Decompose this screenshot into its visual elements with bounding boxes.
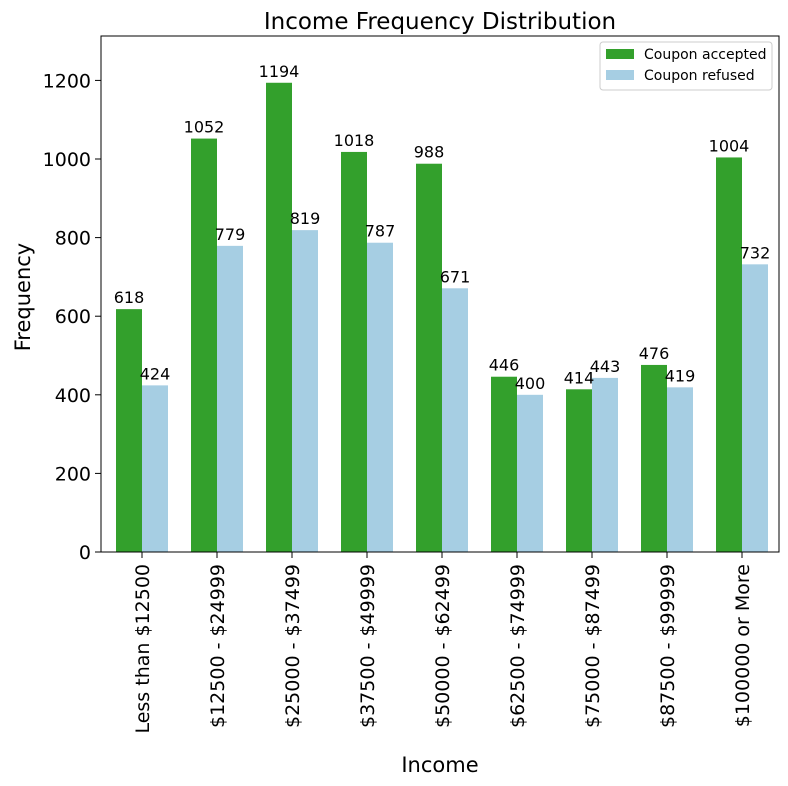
x-tick-label: $50000 - $62499 (432, 564, 454, 728)
x-axis: Less than $12500 $12500 - $24999 $25000 - … (132, 552, 754, 734)
y-tick-label: 200 (55, 463, 91, 485)
y-tick-label: 1000 (43, 149, 91, 171)
bar-refused-2 (292, 230, 318, 552)
bar-accepted-7 (641, 364, 667, 552)
data-label-refused-6: 443 (590, 357, 621, 376)
chart-title: Income Frequency Distribution (264, 9, 616, 35)
data-label-refused-2: 819 (290, 209, 321, 228)
bar-refused-7 (667, 387, 693, 552)
legend-swatch-refused (606, 70, 634, 80)
x-tick-label: $100000 or More (732, 564, 754, 727)
bar-accepted-8 (716, 157, 742, 552)
bar-refused-0 (142, 385, 168, 552)
x-tick-label: Less than $12500 (132, 564, 154, 734)
bar-refused-1 (217, 245, 243, 552)
data-label-refused-5: 400 (515, 374, 546, 393)
y-axis-label: Frequency (11, 243, 35, 352)
data-label-refused-0: 424 (140, 364, 171, 383)
x-tick-label: $62500 - $74999 (507, 564, 529, 728)
y-tick-label: 0 (79, 542, 91, 564)
x-tick-label: $12500 - $24999 (207, 564, 229, 728)
bar-refused-6 (592, 377, 618, 552)
data-label-accepted-0: 618 (114, 288, 145, 307)
bar-accepted-2 (266, 82, 292, 553)
bar-accepted-4 (416, 163, 442, 552)
legend-swatch-accepted (606, 49, 634, 59)
y-tick-label: 1200 (43, 70, 91, 92)
data-label-accepted-6: 414 (564, 368, 595, 387)
data-label-refused-1: 779 (215, 225, 246, 244)
y-tick-label: 600 (55, 306, 91, 328)
bar-accepted-3 (341, 151, 367, 552)
bar-refused-4 (442, 288, 468, 552)
x-axis-label: Income (401, 753, 478, 777)
data-label-accepted-5: 446 (489, 356, 520, 375)
data-label-accepted-3: 1018 (334, 131, 375, 150)
data-label-refused-7: 419 (665, 366, 696, 385)
legend-label-refused: Coupon refused (644, 68, 755, 84)
data-label-accepted-1: 1052 (184, 118, 225, 137)
bar-refused-8 (742, 264, 768, 552)
legend: Coupon accepted Coupon refused (599, 41, 773, 91)
x-tick-label: $37500 - $49999 (357, 564, 379, 728)
legend-label-accepted: Coupon accepted (644, 47, 766, 63)
data-label-accepted-7: 476 (639, 344, 670, 363)
y-axis: 0 200 400 600 800 1000 1200 (43, 70, 101, 564)
bar-accepted-0 (116, 309, 142, 552)
bar-accepted-6 (566, 389, 592, 552)
data-label-refused-8: 732 (740, 243, 771, 262)
data-label-refused-4: 671 (440, 267, 471, 286)
plot-area-frame (100, 35, 780, 553)
bar-refused-3 (367, 242, 393, 552)
x-tick-label: $87500 - $99999 (657, 564, 679, 728)
bar-accepted-5 (491, 376, 517, 552)
bars-layer (116, 82, 768, 553)
x-tick-label: $75000 - $87499 (582, 564, 604, 728)
y-tick-label: 400 (55, 385, 91, 407)
x-tick-label: $25000 - $37499 (282, 564, 304, 728)
data-label-accepted-2: 1194 (259, 62, 300, 81)
data-label-accepted-4: 988 (414, 143, 445, 162)
bar-accepted-1 (191, 138, 217, 552)
data-label-refused-3: 787 (365, 222, 396, 241)
legend-box (599, 41, 773, 91)
bar-refused-5 (517, 394, 543, 552)
y-tick-label: 800 (55, 228, 91, 250)
data-label-accepted-8: 1004 (709, 136, 750, 155)
